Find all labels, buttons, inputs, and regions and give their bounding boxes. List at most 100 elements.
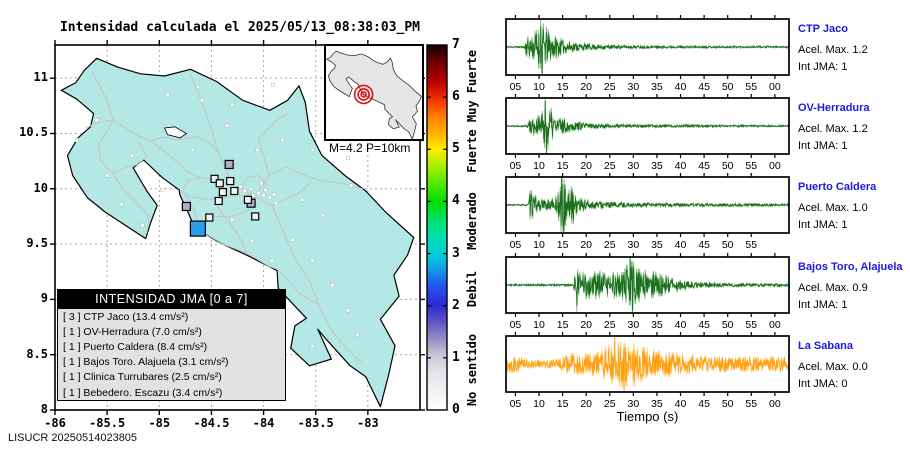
waveform-int-jma: Int JMA: 0: [798, 378, 848, 390]
magnitude-depth-label: M=4.2 P=10km: [329, 141, 411, 155]
time-axis-label: Tiempo (s): [616, 409, 679, 424]
wave-tick-label: 45: [698, 81, 710, 93]
intensity-legend: INTENSIDAD JMA [0 a 7] [ 3 ] CTP Jaco (1…: [57, 289, 286, 402]
station-dot: [272, 192, 276, 197]
wave-tick-label: 10: [533, 398, 545, 410]
wave-tick-label: 00: [769, 81, 781, 93]
road-line: [98, 119, 150, 234]
colorbar-tick-label: 1: [452, 349, 460, 365]
station-dot: [225, 123, 229, 128]
wave-tick-label: 35: [651, 319, 663, 331]
wave-tick-label: 20: [580, 160, 593, 172]
lat-tick-label: 9: [40, 291, 48, 306]
colorbar-category-label: No sentido: [465, 333, 479, 407]
intensity-square: [214, 196, 223, 206]
waveform-station-name: OV-Herradura: [798, 102, 870, 114]
waveform-acel-max: Acel. Max. 1.2: [798, 123, 868, 135]
wave-tick-label: 00: [769, 160, 781, 172]
wave-tick-label: 35: [651, 81, 663, 93]
waveform-frame: [505, 176, 790, 234]
colorbar-category-label: Muy Fuerte: [465, 49, 479, 122]
lat-tick-label: 8.5: [26, 346, 48, 361]
road-line: [190, 74, 220, 154]
wave-tick-label: 10: [533, 160, 545, 172]
wave-tick-label: 25: [603, 81, 616, 93]
wave-tick-label: 25: [603, 160, 616, 172]
wave-tick-label: 45: [698, 319, 710, 331]
wave-tick-label: 20: [580, 81, 593, 93]
waveform-int-jma: Int JMA: 1: [798, 299, 848, 311]
station-dot: [259, 181, 264, 186]
epicenter-ring-icon: [353, 84, 374, 105]
wave-tick-label: 50: [721, 81, 734, 93]
waveform-station-name: Bajos Toro, Alajuela: [798, 261, 903, 273]
wave-tick-label: 40: [674, 319, 687, 331]
legend-header: INTENSIDAD JMA [0 a 7]: [58, 290, 285, 309]
wave-tick-label: 25: [603, 319, 616, 331]
station-dot: [140, 223, 145, 228]
epicenter-dot-icon: [362, 93, 365, 96]
road-line: [150, 136, 233, 186]
station-dot: [310, 258, 315, 263]
station-dot: [230, 102, 235, 107]
lon-tick-label: -85: [148, 416, 171, 430]
legend-item: [ 1 ] Bajos Toro. Alajuela (3.1 cm/s²): [63, 356, 229, 369]
wave-tick-label: 05: [509, 319, 522, 331]
legend-item: [ 1 ] Puerto Caldera (8.4 cm/s²): [63, 340, 208, 353]
road-line: [112, 142, 148, 174]
lon-tick-label: -84: [252, 416, 275, 430]
wave-tick-label: 30: [627, 319, 640, 331]
waveform-frame: [505, 256, 790, 314]
intensity-square: [205, 213, 214, 222]
colorbar-tick-label: 5: [452, 141, 460, 157]
station-dot: [256, 191, 261, 196]
legend-item: [ 1 ] Bebedero. Escazu (3.4 cm/s²): [63, 386, 223, 399]
wave-tick-label: 45: [698, 239, 710, 251]
road-line: [216, 205, 248, 254]
station-dot: [310, 148, 315, 152]
wave-tick-label: 30: [627, 239, 640, 251]
legend-item: [ 3 ] CTP Jaco (13.4 cm/s²): [63, 310, 189, 323]
intensity-colorbar: [426, 44, 448, 411]
intensity-square: [218, 188, 227, 197]
wave-tick-label: 40: [674, 239, 687, 251]
road-line: [257, 110, 290, 176]
wave-tick-label: 55: [745, 239, 758, 251]
waveform-acel-max: Acel. Max. 0.9: [798, 282, 868, 294]
station-dot: [160, 187, 165, 192]
wave-tick-label: 15: [556, 319, 569, 331]
wave-tick-label: 30: [627, 160, 640, 172]
waveform-frame: [505, 335, 790, 393]
intensity-square: [226, 176, 235, 186]
map-title: Intensidad calculada el 2025/05/13_08:38…: [59, 20, 421, 35]
lon-tick-label: -86: [44, 416, 66, 430]
colorbar-tick-label: 4: [452, 193, 460, 209]
wave-tick-label: 55: [745, 81, 758, 93]
lon-tick-label: -83.5: [297, 416, 334, 430]
station-dot: [130, 153, 135, 158]
wave-tick-label: 55: [745, 160, 758, 172]
colorbar-tick-label: 3: [452, 245, 460, 261]
station-dot: [263, 187, 268, 192]
wave-tick-label: 15: [556, 398, 569, 410]
station-dot: [274, 201, 278, 206]
station-dot: [330, 283, 335, 287]
waveform-trace: [505, 336, 790, 392]
wave-tick-label: 35: [651, 239, 663, 251]
wave-tick-label: 50: [721, 160, 734, 172]
epicenter-ring-icon: [357, 88, 370, 101]
lon-tick-label: -83: [357, 416, 379, 430]
lat-tick-label: 8: [40, 402, 48, 416]
lat-tick-label: 11: [33, 70, 48, 85]
waveform-trace: [505, 257, 790, 312]
intensity-square: [215, 179, 224, 188]
lake-arenal: [163, 126, 188, 139]
waveform-station-name: CTP Jaco: [798, 23, 848, 35]
station-dot: [195, 85, 200, 89]
station-dot: [271, 82, 275, 87]
wave-tick-label: 30: [627, 81, 640, 93]
legend-item: [ 1 ] Clinica Turrubares (2.5 cm/s²): [63, 371, 222, 384]
map-frame: [54, 44, 421, 411]
